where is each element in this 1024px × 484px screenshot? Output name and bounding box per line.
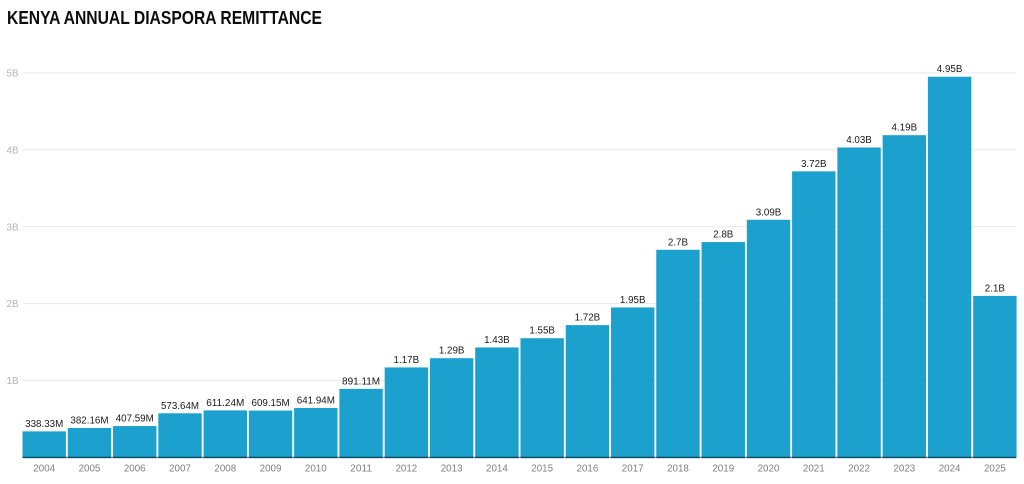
svg-text:2010: 2010 <box>305 464 327 475</box>
svg-text:3.09B: 3.09B <box>756 207 782 218</box>
svg-text:2005: 2005 <box>79 464 101 475</box>
svg-text:2017: 2017 <box>622 464 644 475</box>
svg-text:2019: 2019 <box>712 464 734 475</box>
svg-text:2016: 2016 <box>577 464 599 475</box>
svg-text:407.59M: 407.59M <box>116 414 154 425</box>
svg-text:2007: 2007 <box>169 464 191 475</box>
svg-text:2004: 2004 <box>33 464 55 475</box>
svg-text:2018: 2018 <box>667 464 689 475</box>
svg-text:2013: 2013 <box>441 464 463 475</box>
svg-text:2023: 2023 <box>893 464 915 475</box>
svg-text:2011: 2011 <box>350 464 372 475</box>
svg-text:2024: 2024 <box>939 464 961 475</box>
svg-text:2020: 2020 <box>758 464 780 475</box>
svg-text:382.16M: 382.16M <box>70 416 108 427</box>
svg-text:2B: 2B <box>7 299 19 310</box>
svg-text:1.72B: 1.72B <box>575 313 601 324</box>
svg-text:2008: 2008 <box>214 464 236 475</box>
svg-text:1.43B: 1.43B <box>484 335 510 346</box>
svg-text:641.94M: 641.94M <box>297 396 335 407</box>
svg-text:609.15M: 609.15M <box>252 398 290 409</box>
svg-text:4.95B: 4.95B <box>937 64 963 75</box>
svg-text:4B: 4B <box>7 145 19 156</box>
svg-text:2021: 2021 <box>803 464 825 475</box>
svg-text:2022: 2022 <box>848 464 870 475</box>
svg-text:1.29B: 1.29B <box>439 346 465 357</box>
svg-text:2015: 2015 <box>531 464 553 475</box>
svg-text:573.64M: 573.64M <box>161 401 199 412</box>
svg-text:KENYA ANNUAL DIASPORA REMITTAN: KENYA ANNUAL DIASPORA REMITTANCE <box>7 8 322 28</box>
svg-text:1.55B: 1.55B <box>529 326 555 337</box>
svg-text:1B: 1B <box>7 376 19 387</box>
svg-text:4.19B: 4.19B <box>892 123 918 134</box>
svg-text:338.33M: 338.33M <box>25 419 63 430</box>
svg-text:4.03B: 4.03B <box>846 135 872 146</box>
svg-text:891.11M: 891.11M <box>342 376 380 387</box>
svg-text:5B: 5B <box>7 69 19 80</box>
svg-text:3B: 3B <box>7 222 19 233</box>
svg-text:2009: 2009 <box>260 464 282 475</box>
svg-text:2014: 2014 <box>486 464 508 475</box>
svg-text:2.1B: 2.1B <box>985 283 1006 294</box>
svg-text:611.24M: 611.24M <box>206 398 244 409</box>
svg-text:2012: 2012 <box>395 464 417 475</box>
svg-text:2.7B: 2.7B <box>668 237 689 248</box>
svg-text:2025: 2025 <box>984 464 1006 475</box>
svg-text:2006: 2006 <box>124 464 146 475</box>
svg-text:1.17B: 1.17B <box>394 355 420 366</box>
svg-text:3.72B: 3.72B <box>801 159 827 170</box>
svg-text:2.8B: 2.8B <box>713 230 734 241</box>
svg-text:1.95B: 1.95B <box>620 295 646 306</box>
